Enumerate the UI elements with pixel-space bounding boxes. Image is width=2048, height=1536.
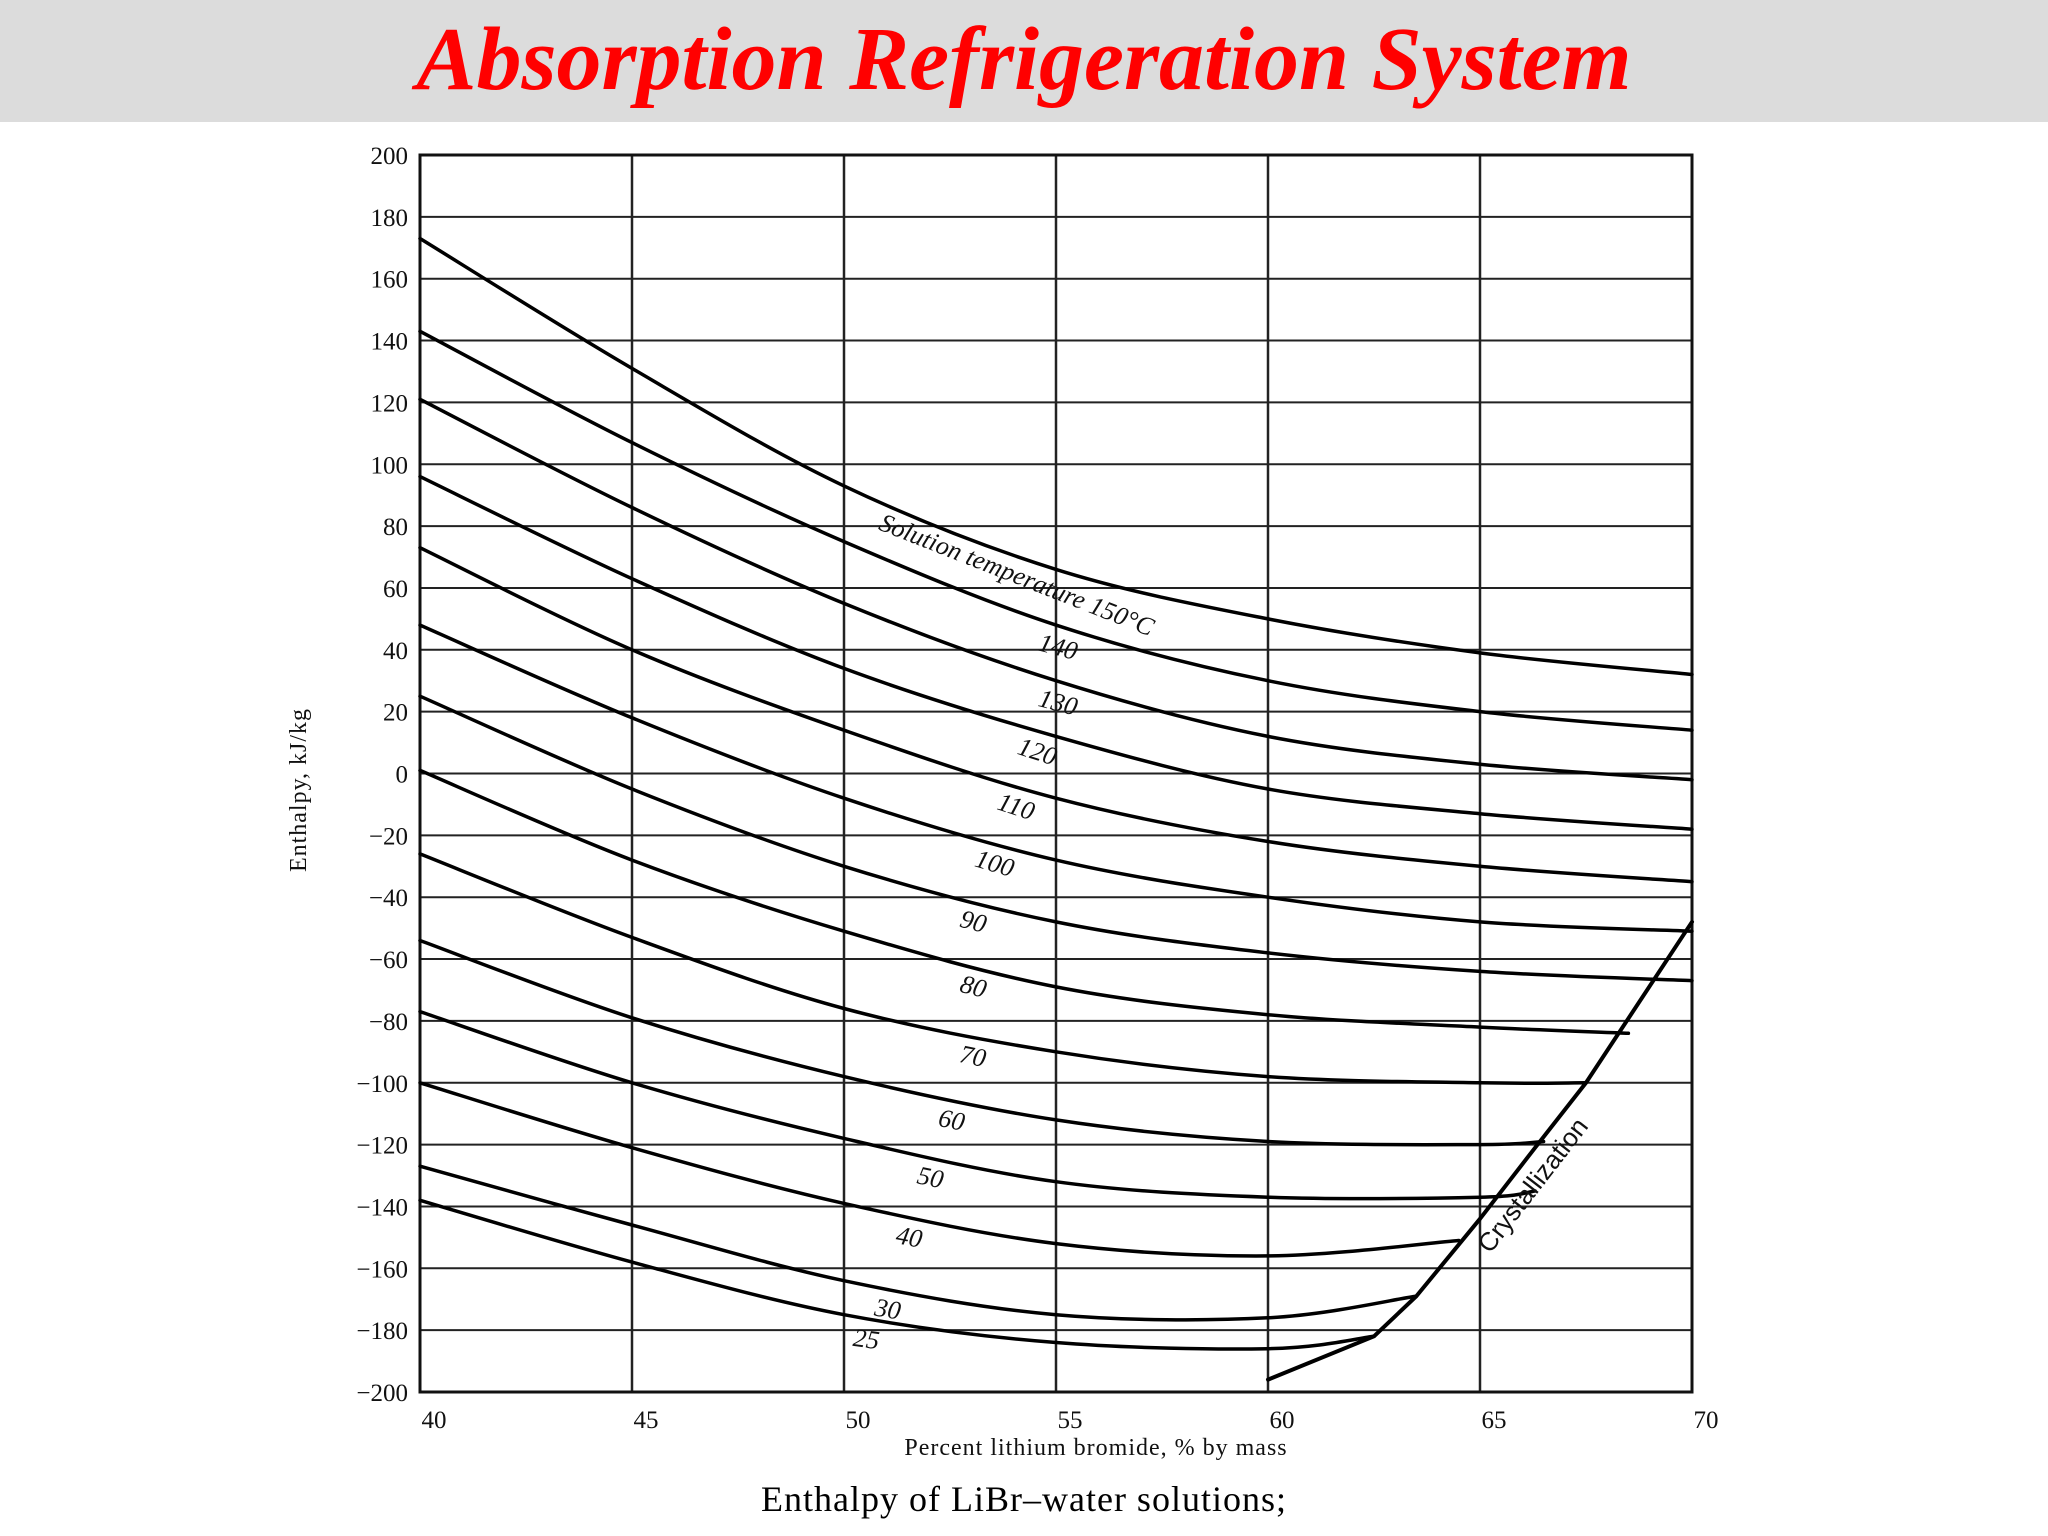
y-tick-label: −80 (369, 1009, 408, 1036)
isotherm-line (418, 1198, 1376, 1351)
isotherm-line (418, 623, 1694, 933)
isotherm-label: 90 (957, 904, 990, 939)
y-tick-label: −160 (356, 1256, 408, 1283)
isotherm-line (418, 938, 1546, 1147)
isotherm-label: 30 (872, 1293, 903, 1326)
isotherm-line (418, 329, 1694, 732)
y-tick-label: −100 (356, 1071, 408, 1098)
isotherm-label: 130 (1036, 684, 1081, 722)
y-axis-title: Enthalpy, kJ/kg (286, 708, 312, 872)
isotherm-line (418, 852, 1588, 1085)
isotherm-curves (418, 236, 1694, 1382)
isotherm-line (418, 236, 1694, 677)
y-tick-label: 180 (371, 205, 409, 232)
isotherm-label: 140 (1036, 628, 1081, 666)
y-tick-label: 140 (371, 329, 409, 356)
crystallization-label: Crystallization (1471, 1112, 1594, 1258)
y-tick-label: 100 (371, 452, 409, 479)
y-tick-label: 160 (371, 267, 409, 294)
isotherm-line (418, 545, 1694, 884)
title-bar (0, 0, 2048, 122)
isotherm-line (418, 474, 1694, 831)
isotherm-line (418, 1009, 1537, 1201)
isotherm-line (418, 694, 1694, 983)
isotherm-line (418, 1081, 1461, 1258)
y-tick-label: −120 (356, 1133, 408, 1160)
y-tick-label: −20 (369, 823, 408, 850)
y-tick-label: 20 (383, 700, 408, 727)
figure-caption: Enthalpy of LiBr–water solutions; (761, 1479, 1287, 1519)
tick-labels: 200180160140120100806040200−20−40−60−80−… (356, 143, 1718, 1434)
isotherm-label: Solution temperature 150°C (875, 508, 1158, 642)
isotherm-label: 70 (957, 1039, 988, 1073)
isotherm-line (418, 1164, 1419, 1322)
isotherm-line (418, 397, 1694, 782)
y-tick-label: −180 (356, 1318, 408, 1345)
isotherm-label: 25 (852, 1323, 882, 1355)
y-tick-label: 0 (396, 762, 409, 789)
isotherm-line (418, 768, 1631, 1036)
x-tick-label: 50 (846, 1407, 871, 1434)
isotherm-label: 120 (1014, 732, 1060, 772)
plot-frame (418, 153, 1694, 1394)
y-tick-label: −200 (356, 1380, 408, 1407)
isotherm-label: 40 (894, 1220, 925, 1253)
isotherm-label: 80 (957, 969, 990, 1004)
x-tick-label: 65 (1482, 1407, 1507, 1434)
slide-title: Absorption Refrigeration System (416, 10, 1632, 109)
isotherm-label: 50 (915, 1161, 946, 1195)
y-tick-label: 200 (371, 143, 409, 170)
x-tick-label: 60 (1270, 1407, 1295, 1434)
y-tick-label: −60 (369, 947, 408, 974)
y-tick-label: 60 (383, 576, 408, 603)
y-tick-label: 80 (383, 514, 408, 541)
x-tick-label: 40 (422, 1407, 447, 1434)
crystallization-line (1266, 919, 1694, 1382)
y-tick-label: 120 (371, 390, 409, 417)
x-tick-label: 70 (1694, 1407, 1719, 1434)
isotherm-label: 60 (936, 1103, 967, 1137)
y-tick-label: −40 (369, 885, 408, 912)
x-tick-label: 55 (1058, 1407, 1083, 1434)
y-tick-label: 40 (383, 638, 408, 665)
x-axis-title: Percent lithium bromide, % by mass (904, 1435, 1287, 1461)
x-tick-label: 45 (634, 1407, 659, 1434)
y-tick-label: −140 (356, 1194, 408, 1221)
